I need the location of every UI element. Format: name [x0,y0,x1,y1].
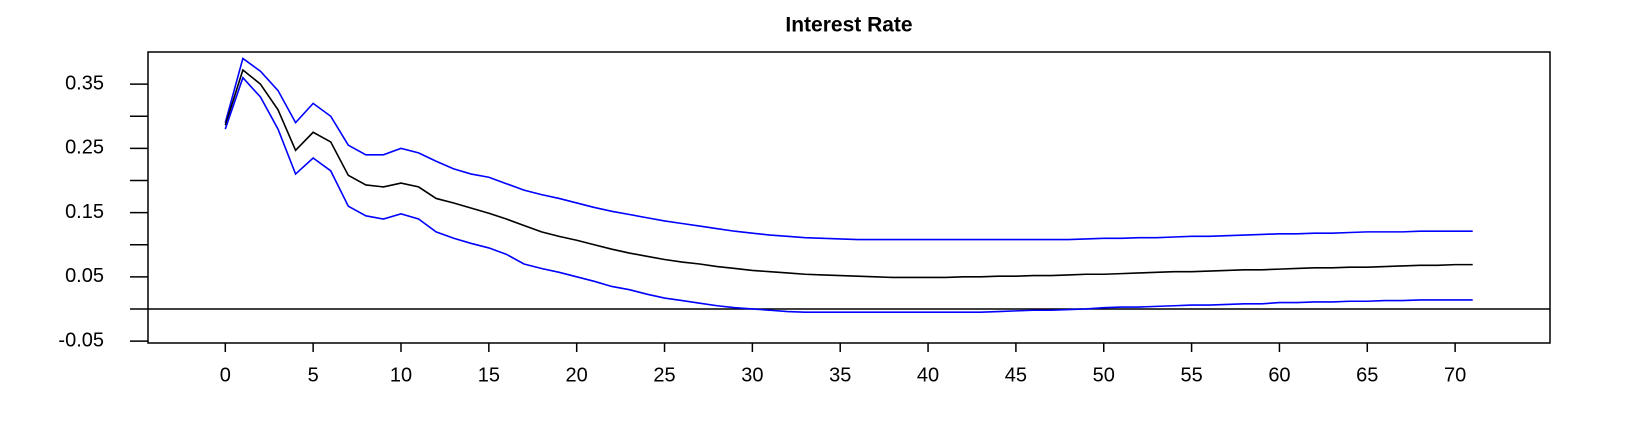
x-tick-label: 10 [390,364,412,386]
y-tick-label: 0.25 [65,137,104,159]
x-tick-label: 30 [741,364,763,386]
x-tick-label: 5 [308,364,319,386]
x-tick-label: 0 [220,364,231,386]
x-tick-label: 45 [1005,364,1027,386]
series-line [224,76,1473,313]
series-line [224,68,1473,279]
x-tick-label: 15 [478,364,500,386]
plot-frame [147,51,1551,344]
x-tick-label: 40 [917,364,939,386]
x-tick-label: 60 [1268,364,1290,386]
x-tick-label: 25 [653,364,675,386]
x-tick-label: 65 [1356,364,1378,386]
y-tick-label: 0.15 [65,201,104,223]
x-tick-label: 20 [566,364,588,386]
x-tick-label: 35 [829,364,851,386]
y-tick-label: -0.05 [58,329,104,351]
y-tick-label: 0.35 [65,72,104,94]
x-tick-label: 70 [1444,364,1466,386]
y-tick-label: 0.05 [65,265,104,287]
x-tick-label: 50 [1093,364,1115,386]
x-tick-label: 55 [1180,364,1202,386]
series-line [224,57,1473,241]
chart-title: Interest Rate [785,14,912,37]
